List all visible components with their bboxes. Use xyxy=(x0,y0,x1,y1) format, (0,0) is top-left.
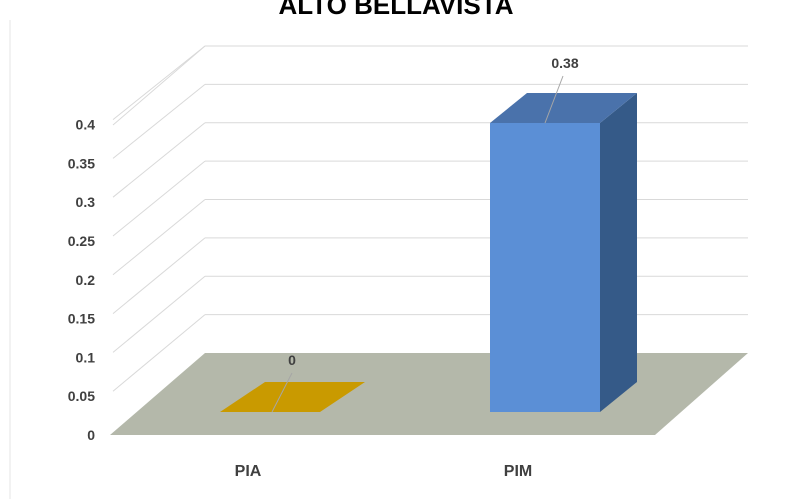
gridline-side xyxy=(112,314,206,392)
bar-top xyxy=(490,93,637,123)
gridlines xyxy=(112,45,748,392)
y-tick-label: 0.15 xyxy=(68,311,95,327)
gridline-side xyxy=(112,45,206,126)
gridline-side xyxy=(112,160,206,237)
labels: 0 0.05 0.1 0.15 0.2 0.25 0.3 0.35 0.4 0 PIA 0.38 PIM xyxy=(68,55,579,480)
data-label-leader xyxy=(544,75,564,124)
gridline-side xyxy=(112,275,206,353)
gridline-side xyxy=(112,83,206,159)
y-tick-label: 0.2 xyxy=(76,272,96,288)
data-label-leader xyxy=(271,372,293,413)
y-tick-label: 0.3 xyxy=(76,194,96,210)
bars xyxy=(220,93,637,412)
floor-plane xyxy=(110,353,748,435)
data-label: 0 xyxy=(288,352,296,368)
bar-side xyxy=(600,93,637,412)
chart-floor xyxy=(110,353,748,435)
gridline-side xyxy=(112,199,206,276)
x-category-label: PIA xyxy=(235,463,262,480)
gridline-side xyxy=(112,122,206,198)
data-label: 0.38 xyxy=(551,55,578,71)
gridline-side xyxy=(112,45,206,120)
y-tick-label: 0 xyxy=(87,427,95,443)
gridline-side xyxy=(112,237,206,314)
bar-front xyxy=(490,123,600,412)
y-tick-label: 0.05 xyxy=(68,388,95,404)
y-tick-label: 0.25 xyxy=(68,233,95,249)
x-category-label: PIM xyxy=(504,463,532,480)
bar-top xyxy=(220,382,365,412)
y-tick-label: 0.1 xyxy=(76,349,96,365)
y-tick-label: 0.35 xyxy=(68,155,95,171)
chart-title: ALTO BELLAVISTA xyxy=(279,0,514,20)
y-tick-label: 0.4 xyxy=(76,117,96,133)
